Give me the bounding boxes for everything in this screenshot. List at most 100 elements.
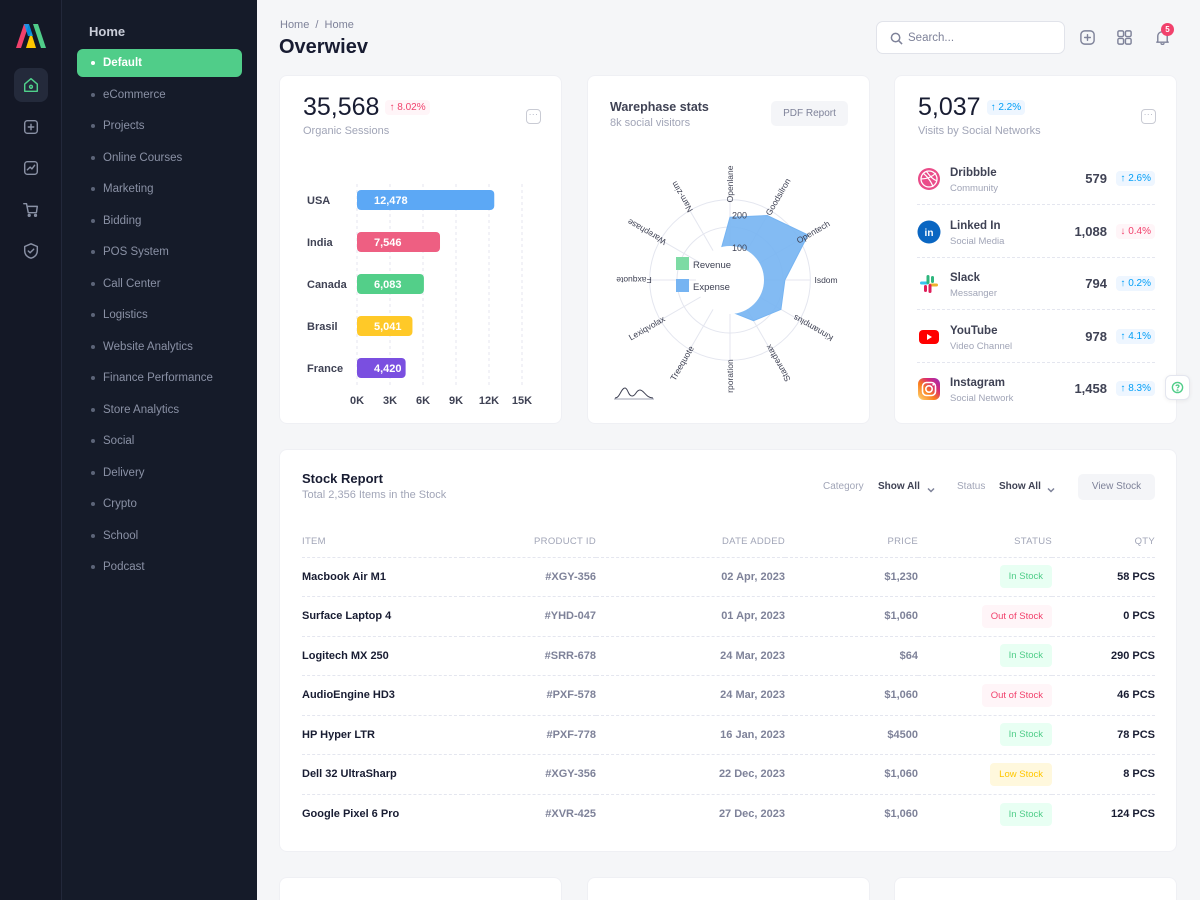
bottom-card-3	[894, 877, 1177, 900]
legend-swatch	[676, 257, 689, 270]
bar[interactable]	[357, 274, 424, 294]
menu-item-logistics[interactable]: Logistics	[77, 301, 242, 333]
social-menu-button[interactable]: ···	[1141, 109, 1156, 124]
menu-item-social[interactable]: Social	[77, 427, 242, 459]
column-header-date-added[interactable]: DATE ADDED	[596, 526, 785, 558]
category-filter-select[interactable]: Show All	[878, 481, 920, 492]
column-header-item[interactable]: ITEM	[302, 526, 462, 558]
social-delta-text: 0.4%	[1128, 225, 1151, 237]
product-id: #SRR-678	[462, 636, 596, 676]
view-stock-button[interactable]: View Stock	[1078, 474, 1155, 500]
stock-table: ITEM PRODUCT ID DATE ADDED PRICE STATUS QTY M…	[302, 526, 1155, 834]
menu-item-projects[interactable]: Projects	[77, 112, 242, 144]
bar[interactable]	[357, 316, 413, 336]
social-row-instagram[interactable]: Instagram Social Network 1,458 ↑ 8.3%	[917, 363, 1155, 415]
quantity: 78 PCS	[1052, 715, 1155, 755]
bar-value-label: 7,546	[374, 237, 402, 249]
rail-shield-button[interactable]	[14, 234, 48, 268]
social-row-youtube[interactable]: YouTube Video Channel 978 ↑ 4.1%	[917, 311, 1155, 363]
table-row[interactable]: HP Hyper LTR #PXF-778 16 Jan, 2023 $4500 In …	[302, 715, 1155, 755]
status-filter-select[interactable]: Show All	[999, 481, 1041, 492]
social-list: Dribbble Community 579 ↑ 2.6% in Linked In Soc…	[895, 153, 1178, 415]
warehouse-subtitle: 8k social visitors	[610, 117, 691, 129]
table-row[interactable]: Logitech MX 250 #SRR-678 24 Mar, 2023 $64 In…	[302, 636, 1155, 676]
radar-axis-label: rporation	[725, 359, 735, 393]
search-icon	[890, 32, 903, 45]
price: $4500	[785, 715, 918, 755]
breadcrumb-home-link[interactable]: Home	[280, 19, 310, 31]
social-value: 1,458	[1074, 381, 1107, 396]
table-row[interactable]: Macbook Air M1 #XGY-356 02 Apr, 2023 $1,230…	[302, 557, 1155, 597]
status-cell: Low Stock	[918, 754, 1052, 795]
rail-home-button[interactable]	[14, 68, 48, 102]
bar[interactable]	[357, 232, 441, 252]
menu-item-default[interactable]: Default	[77, 49, 242, 77]
table-row[interactable]: Surface Laptop 4 #YHD-047 01 Apr, 2023 $1,0…	[302, 596, 1155, 637]
date-added: 01 Apr, 2023	[596, 596, 785, 637]
menu-item-delivery[interactable]: Delivery	[77, 459, 242, 491]
social-delta-text: 2.2%	[998, 102, 1022, 113]
bar[interactable]	[357, 190, 495, 210]
legend-label: Revenue	[693, 260, 731, 271]
menu-item-crypto[interactable]: Crypto	[77, 490, 242, 522]
item-name: Google Pixel 6 Pro	[302, 808, 400, 820]
warehouse-title: Warephase stats	[610, 100, 709, 114]
radar-axis-label: Treequote	[668, 344, 696, 383]
social-delta-badge: ↓ 0.4%	[1116, 223, 1155, 239]
menu-item-pos-system[interactable]: POS System	[77, 238, 242, 270]
social-row-linked-in[interactable]: in Linked In Social Media 1,088 ↓ 0.4%	[917, 206, 1155, 258]
table-row[interactable]: AudioEngine HD3 #PXF-578 24 Mar, 2023 $1,06…	[302, 675, 1155, 716]
chevron-down-icon[interactable]	[926, 482, 936, 493]
table-row[interactable]: Dell 32 UltraSharp #XGY-356 22 Dec, 2023 $1…	[302, 754, 1155, 795]
column-header-product-id[interactable]: PRODUCT ID	[462, 526, 596, 558]
rail-cart-button[interactable]	[14, 193, 48, 227]
social-name: Instagram	[950, 377, 1005, 389]
radar-axis-label: Faxquote	[616, 275, 652, 285]
help-button[interactable]	[1165, 375, 1190, 400]
sidebar-menu: Home Default eCommerce Projects Online Cour…	[62, 0, 257, 900]
search-input[interactable]	[908, 28, 1053, 48]
grid-icon	[1116, 29, 1132, 45]
column-header-price[interactable]: PRICE	[785, 526, 918, 558]
rail-add-file-button[interactable]	[14, 110, 48, 144]
social-delta-badge: ↑ 2.2%	[986, 100, 1026, 115]
search-box	[876, 21, 1065, 54]
column-header-qty[interactable]: QTY	[1052, 526, 1155, 558]
radar-axis-label: Isdom	[814, 275, 837, 285]
sessions-menu-button[interactable]: ···	[526, 109, 541, 124]
apps-button[interactable]	[1114, 27, 1134, 47]
menu-item-school[interactable]: School	[77, 522, 242, 554]
menu-item-podcast[interactable]: Podcast	[77, 553, 242, 585]
menu-list: Default eCommerce Projects Online Courses Ma…	[77, 49, 242, 585]
column-header-status[interactable]: STATUS	[918, 526, 1052, 558]
menu-item-marketing[interactable]: Marketing	[77, 175, 242, 207]
rail-chart-button[interactable]	[14, 151, 48, 185]
table-row[interactable]: Google Pixel 6 Pro #XVR-425 27 Dec, 2023 $1…	[302, 794, 1155, 834]
app-logo[interactable]	[14, 22, 48, 50]
add-button[interactable]	[1077, 27, 1097, 47]
social-row-dribbble[interactable]: Dribbble Community 579 ↑ 2.6%	[917, 153, 1155, 205]
breadcrumb-current: Home	[324, 19, 354, 31]
warehouse-stats-card: Warephase stats 8k social visitors PDF R…	[587, 75, 870, 424]
sessions-bar-chart: 0K 3K 6K 9K 12K 15K USA 12,478 India 7,546 Canada 6…	[307, 184, 532, 407]
menu-item-ecommerce[interactable]: eCommerce	[77, 81, 242, 113]
pdf-report-button[interactable]: PDF Report	[771, 101, 848, 126]
menu-item-bidding[interactable]: Bidding	[77, 207, 242, 239]
product-id: #XGY-356	[462, 557, 596, 597]
menu-item-website-analytics[interactable]: Website Analytics	[77, 333, 242, 365]
menu-item-finance-performance[interactable]: Finance Performance	[77, 364, 242, 396]
cart-icon	[23, 202, 39, 218]
status-cell: Out of Stock	[918, 675, 1052, 716]
menu-item-store-analytics[interactable]: Store Analytics	[77, 396, 242, 428]
x-tick-label: 12K	[479, 395, 499, 407]
price: $1,060	[785, 675, 918, 716]
bar[interactable]	[357, 358, 406, 378]
quantity: 46 PCS	[1052, 675, 1155, 716]
product-id: #PXF-778	[462, 715, 596, 755]
chevron-down-icon[interactable]	[1046, 482, 1056, 493]
social-row-slack[interactable]: Slack Messanger 794 ↑ 0.2%	[917, 258, 1155, 310]
menu-item-call-center[interactable]: Call Center	[77, 270, 242, 302]
radar-axis-label: Nam-zim	[669, 180, 695, 214]
menu-item-online-courses[interactable]: Online Courses	[77, 144, 242, 176]
radar-axis-label: Lexiqvolax	[627, 313, 667, 342]
